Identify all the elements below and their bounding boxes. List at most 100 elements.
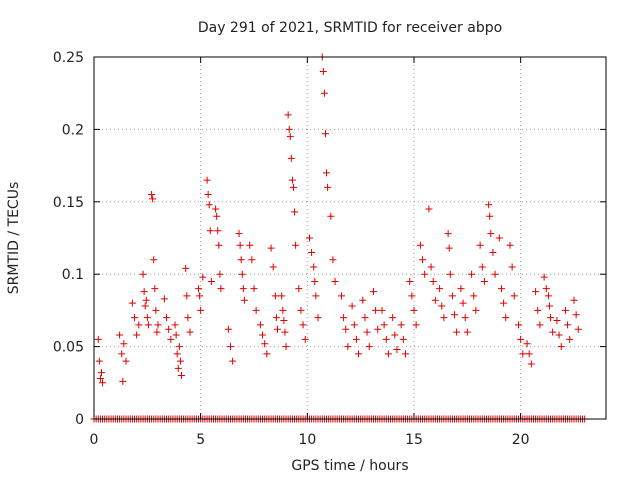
- data-point: [237, 256, 245, 264]
- data-point: [217, 285, 225, 293]
- data-point: [363, 328, 371, 336]
- data-point: [250, 285, 258, 293]
- data-point: [329, 256, 337, 264]
- data-point: [207, 277, 215, 285]
- data-point: [288, 176, 296, 184]
- data-point: [431, 296, 439, 304]
- data-point: [491, 270, 499, 278]
- data-point: [519, 350, 527, 358]
- data-point: [497, 285, 505, 293]
- data-point: [133, 331, 141, 339]
- data-point: [506, 241, 514, 249]
- data-point: [239, 285, 247, 293]
- data-point: [327, 212, 335, 220]
- data-point: [389, 314, 397, 322]
- data-point: [160, 295, 168, 303]
- data-point: [406, 277, 414, 285]
- data-point: [324, 183, 332, 191]
- data-point: [323, 169, 331, 177]
- data-point: [235, 230, 243, 238]
- chart-title: Day 291 of 2021, SRMTID for receiver abp…: [198, 20, 502, 36]
- y-tick-label: 0.2: [62, 122, 84, 138]
- y-tick-label: 0.05: [53, 340, 84, 356]
- data-point: [438, 302, 446, 310]
- data-point: [419, 256, 427, 264]
- data-point: [510, 292, 518, 300]
- data-point: [393, 345, 401, 353]
- data-point: [153, 328, 161, 336]
- data-point: [372, 306, 380, 314]
- data-point: [344, 343, 352, 351]
- data-point: [182, 264, 190, 272]
- y-tick-label: 0.1: [62, 267, 84, 283]
- data-point: [421, 270, 429, 278]
- data-point: [173, 350, 181, 358]
- data-point: [453, 328, 461, 336]
- data-point: [540, 273, 548, 281]
- data-point: [534, 306, 542, 314]
- data-point: [574, 325, 582, 333]
- data-point: [365, 343, 373, 351]
- data-point: [195, 285, 203, 293]
- data-point: [263, 350, 271, 358]
- data-point: [408, 292, 416, 300]
- data-point: [369, 288, 377, 296]
- data-point: [425, 205, 433, 213]
- data-point: [331, 277, 339, 285]
- x-tick-label: 20: [512, 432, 530, 448]
- data-point: [448, 292, 456, 300]
- data-point: [248, 256, 256, 264]
- data-point: [139, 270, 147, 278]
- data-point: [252, 306, 260, 314]
- data-point: [197, 306, 205, 314]
- data-point: [273, 325, 281, 333]
- data-point: [212, 205, 220, 213]
- data-point: [486, 212, 494, 220]
- data-point: [549, 328, 557, 336]
- data-point: [553, 317, 561, 325]
- data-point: [287, 154, 295, 162]
- data-point: [436, 285, 444, 293]
- data-point: [320, 89, 328, 97]
- data-point: [476, 241, 484, 249]
- data-point: [457, 285, 465, 293]
- data-point: [215, 241, 223, 249]
- data-point: [542, 285, 550, 293]
- data-point: [410, 306, 418, 314]
- data-point: [278, 292, 286, 300]
- axis-ticks: [93, 56, 606, 420]
- data-point: [227, 343, 235, 351]
- data-point: [214, 227, 222, 235]
- data-point: [174, 364, 182, 372]
- data-point: [359, 296, 367, 304]
- data-point: [141, 302, 149, 310]
- y-tick-label: 0.15: [53, 195, 84, 211]
- data-points: [90, 53, 589, 423]
- data-point: [342, 325, 350, 333]
- data-point: [171, 321, 179, 329]
- data-point: [463, 328, 471, 336]
- data-point: [299, 321, 307, 329]
- data-point: [176, 357, 184, 365]
- data-point: [446, 270, 454, 278]
- data-point: [154, 321, 162, 329]
- data-point: [445, 244, 453, 252]
- plot-frame: [93, 56, 607, 420]
- data-point: [374, 325, 382, 333]
- data-point: [175, 343, 183, 351]
- data-point: [545, 302, 553, 310]
- data-point: [120, 340, 128, 348]
- data-point: [301, 335, 309, 343]
- data-point: [489, 248, 497, 256]
- data-point: [148, 191, 156, 199]
- data-point: [350, 321, 358, 329]
- data-point: [487, 230, 495, 238]
- x-tick-label: 0: [90, 432, 99, 448]
- data-point: [500, 299, 508, 307]
- data-point: [140, 288, 148, 296]
- data-point: [172, 331, 180, 339]
- data-point: [352, 335, 360, 343]
- data-point: [280, 317, 288, 325]
- data-point: [361, 314, 369, 322]
